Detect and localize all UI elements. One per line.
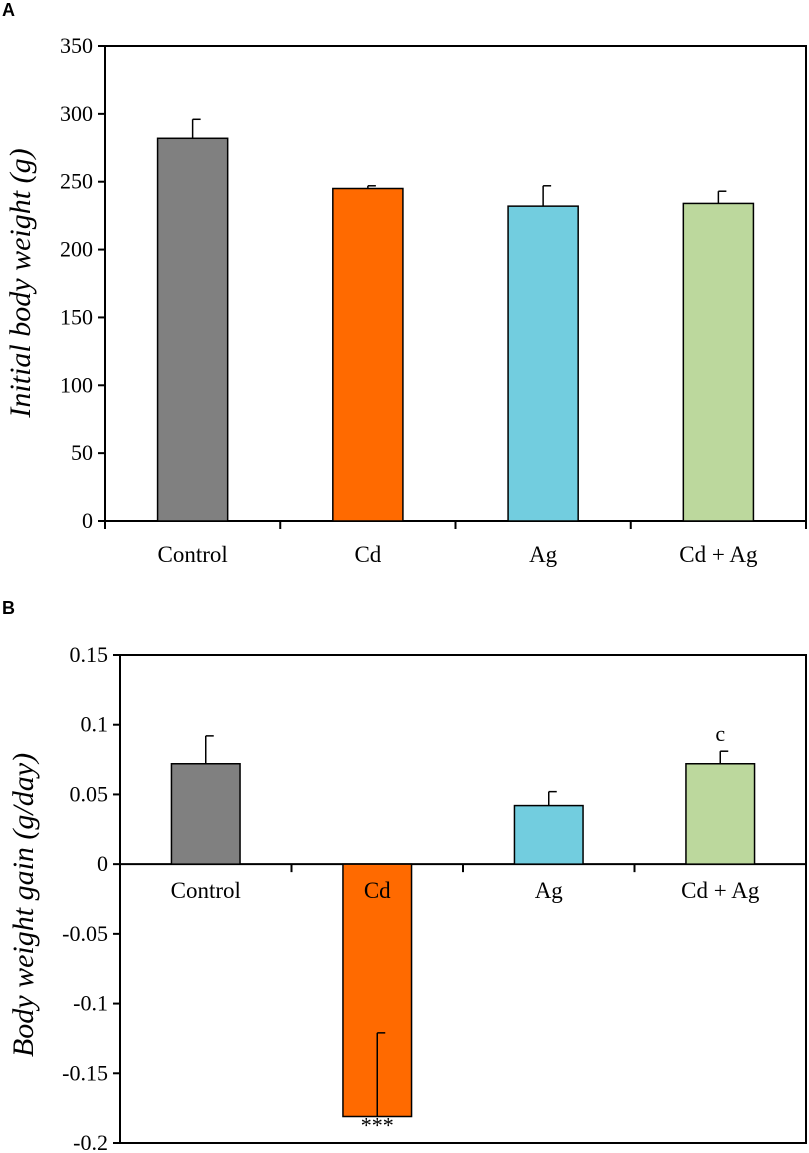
y-axis-title: Initial body weight (g)	[4, 148, 37, 418]
panel-letter-a: A	[2, 0, 15, 20]
y-tick-label: -0.15	[62, 1060, 108, 1085]
x-category-label: Control	[171, 878, 241, 903]
x-category-label: Cd + Ag	[679, 542, 758, 567]
y-tick-label: 0.05	[70, 781, 109, 806]
chart-initial-body-weight: 0 50 100 150 200 250 300 350 Control Cd Ag Cd + Ag I…	[4, 33, 807, 567]
bar-cd	[332, 187, 404, 522]
y-tick-label: 0	[82, 508, 93, 533]
plot-frame	[119, 654, 807, 1144]
x-category-label: Cd + Ag	[681, 878, 760, 903]
x-category-label: Cd	[364, 878, 391, 903]
panel-letter-b: B	[2, 598, 15, 618]
bar-control	[156, 137, 229, 522]
y-tick-label: -0.2	[73, 1130, 108, 1153]
y-tick-label: 50	[71, 440, 93, 465]
x-category-label: Ag	[535, 878, 564, 903]
y-tick-label: 0.1	[81, 712, 109, 737]
bar-cd-ag	[682, 202, 755, 522]
bar-cd-ag	[685, 763, 756, 865]
x-category-label: Cd	[354, 542, 381, 567]
bar-ag	[507, 205, 579, 522]
y-tick-label: 150	[60, 304, 93, 329]
bar-control	[170, 763, 241, 865]
y-tick-label: 0.15	[70, 642, 109, 667]
chart-body-weight-gain: -0.2 -0.15 -0.1 -0.05 0 0.05 0.1 0.15 Control Cd *…	[7, 642, 807, 1153]
y-tick-label: -0.1	[73, 991, 108, 1016]
y-tick-label: 250	[60, 169, 93, 194]
y-tick-label: 200	[60, 237, 93, 262]
y-tick-label: 300	[60, 101, 93, 126]
significance-annotation: c	[715, 721, 725, 746]
y-tick-label: 350	[60, 33, 93, 58]
bar-ag	[513, 804, 584, 865]
y-tick-label: -0.05	[62, 921, 108, 946]
y-tick-label: 100	[60, 372, 93, 397]
significance-annotation: ***	[361, 1113, 394, 1138]
y-axis-title: Body weight gain (g/day)	[7, 753, 40, 1057]
y-tick-label: 0	[97, 851, 108, 876]
x-category-label: Ag	[529, 542, 558, 567]
x-category-label: Control	[157, 542, 227, 567]
